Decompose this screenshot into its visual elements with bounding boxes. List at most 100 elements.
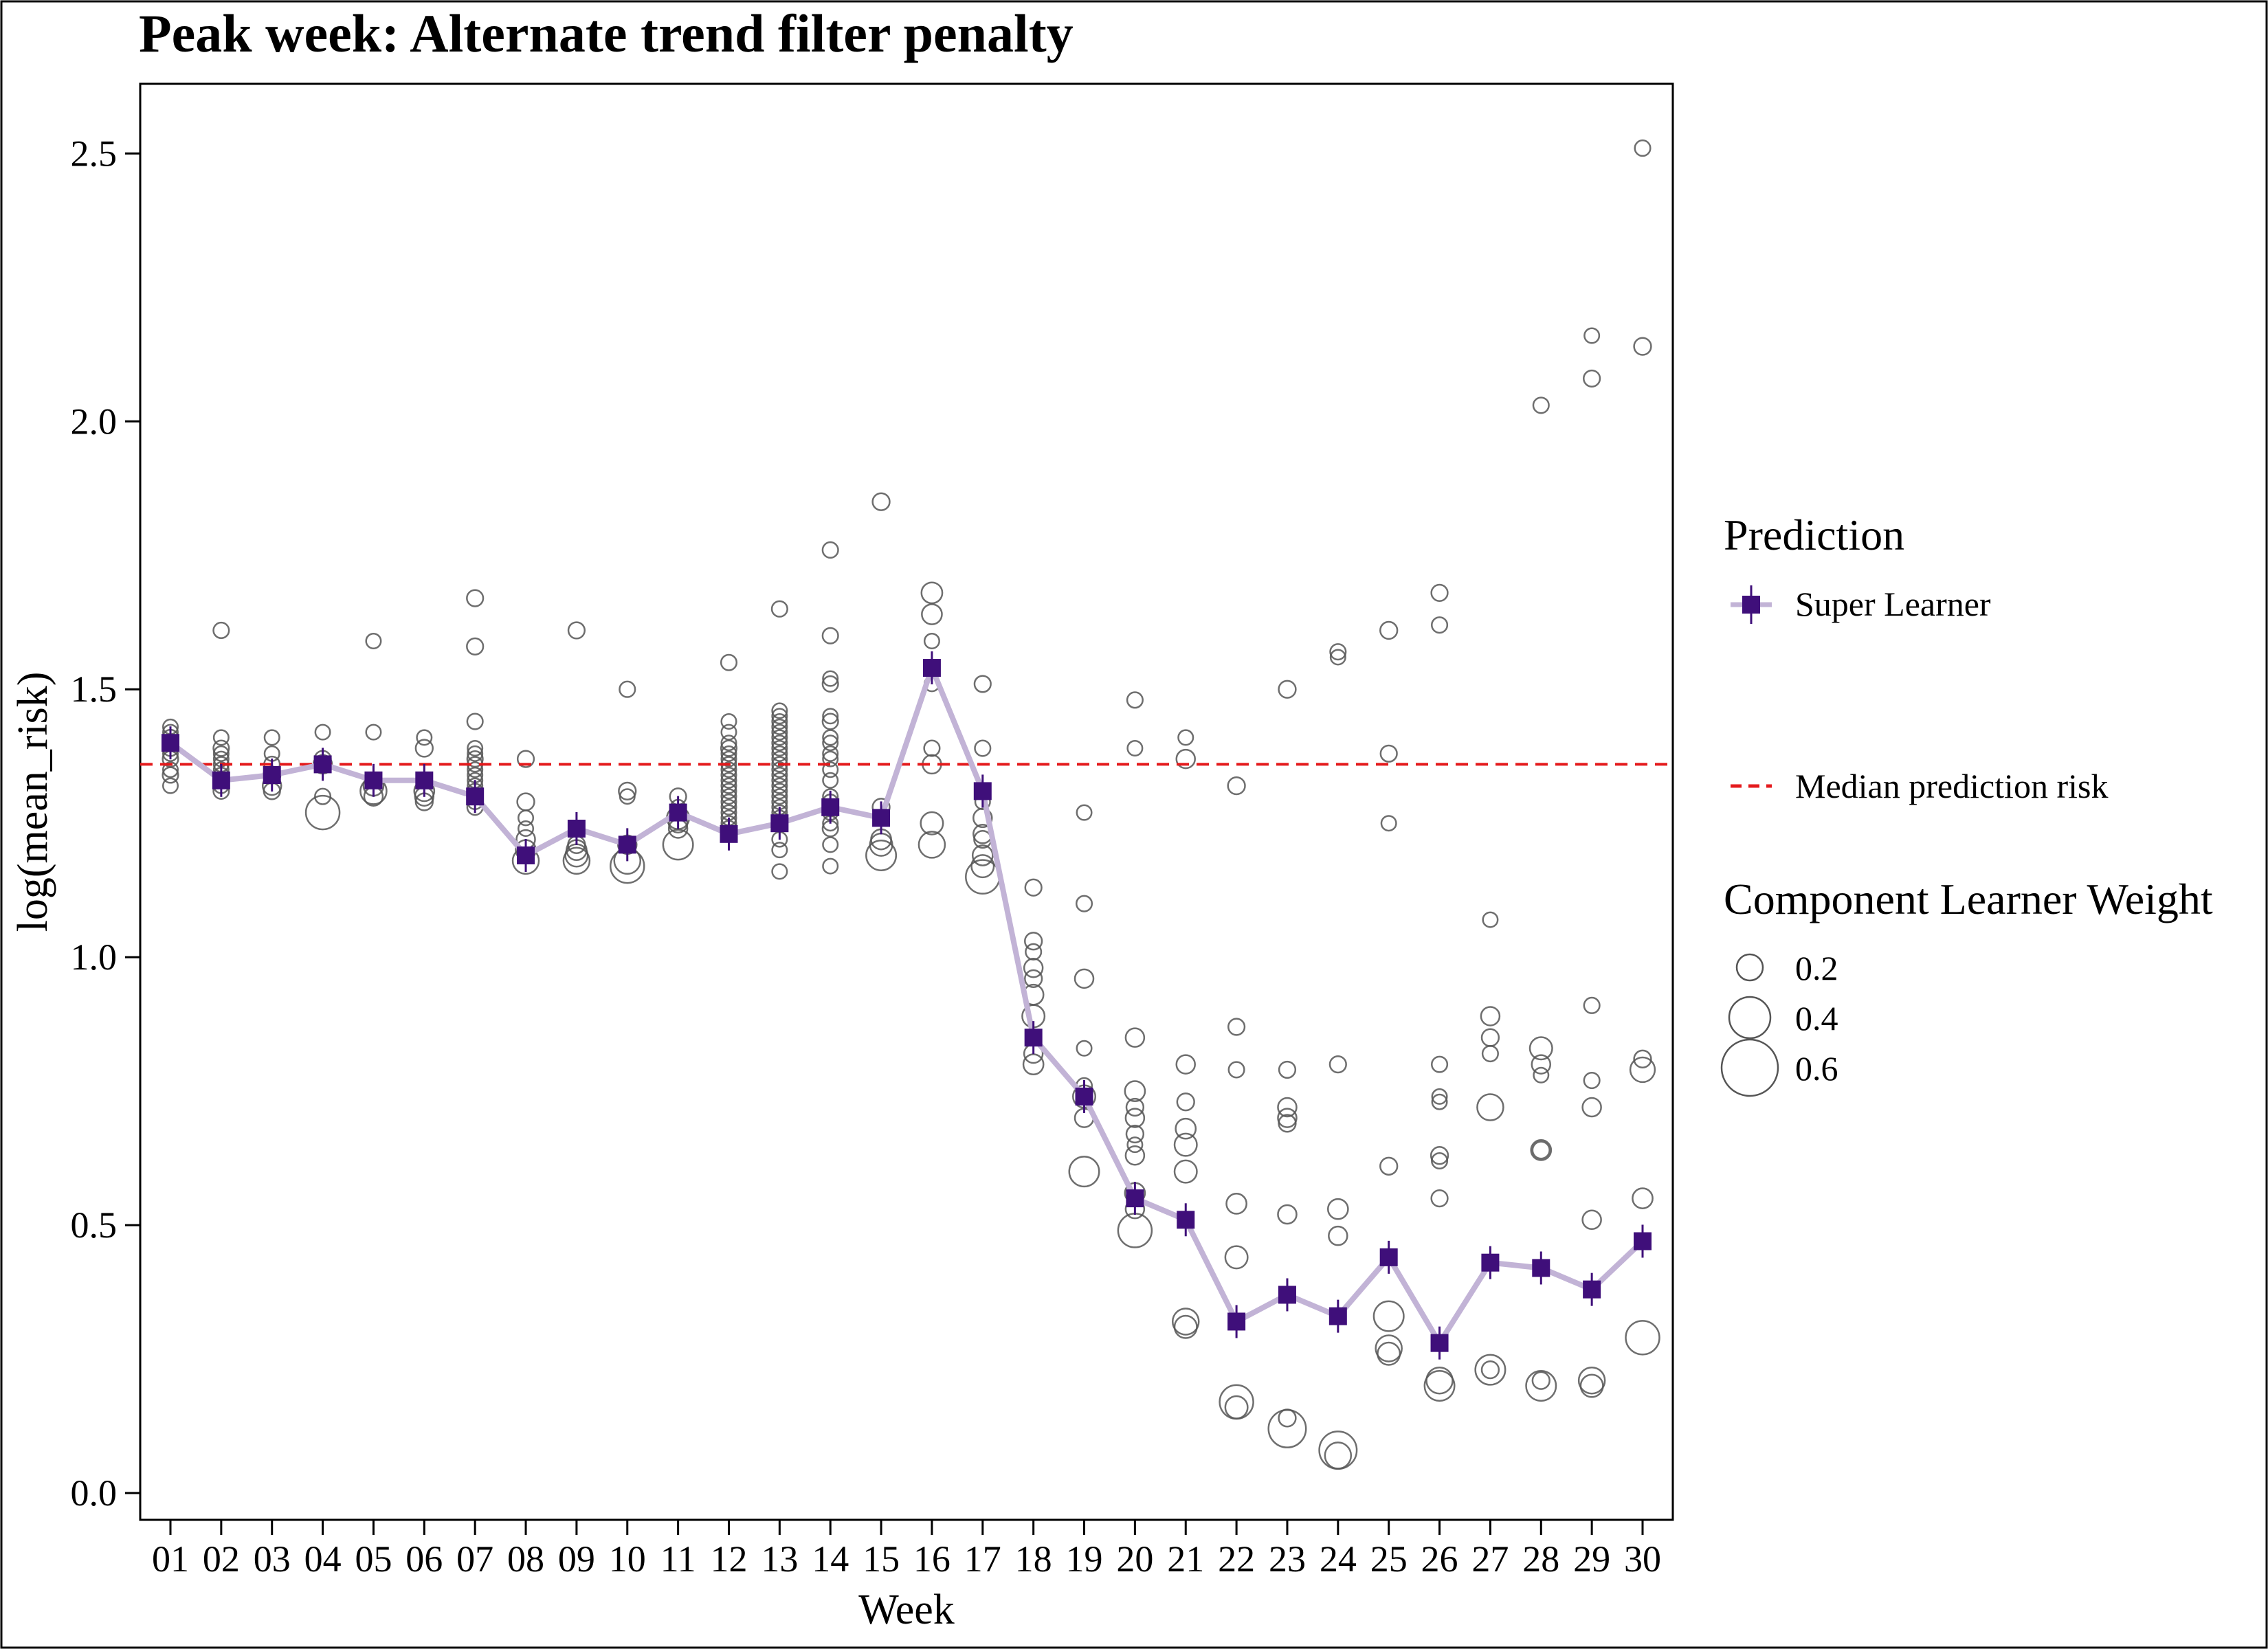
x-axis: 01 02 03 04 05 06 07 08 09 10 11 12 13 14 15 16 17 18 19 20…	[152, 1520, 1661, 1580]
x-tick-label: 16	[913, 1538, 950, 1580]
super-learner-point	[720, 824, 738, 843]
component-learner-point	[1023, 958, 1044, 978]
x-tick-label: 06	[405, 1538, 443, 1580]
x-tick-label: 23	[1269, 1538, 1306, 1580]
component-learner-point	[865, 839, 898, 871]
super-learner-point	[1328, 1307, 1347, 1325]
component-learner-point	[1328, 1225, 1348, 1246]
component-learner-point	[516, 750, 535, 768]
component-learner-point	[466, 713, 484, 730]
component-learner-point	[467, 740, 484, 757]
component-learner-point	[822, 670, 839, 687]
component-learner-point	[1380, 815, 1397, 832]
x-tick-label: 03	[254, 1538, 291, 1580]
component-learner-point	[1379, 744, 1398, 763]
y-tick-label: 0.5	[71, 1204, 118, 1246]
component-learner-point	[1375, 1334, 1403, 1362]
component-learner-point	[720, 734, 737, 752]
x-tick-label: 26	[1421, 1538, 1458, 1580]
component-learner-point	[720, 788, 737, 805]
component-learner-point	[1329, 643, 1347, 661]
component-learner-point	[720, 739, 738, 757]
legend-super-learner-label: Super Learner	[1795, 585, 1991, 623]
component-learner-point	[822, 708, 839, 725]
super-learner-point	[1430, 1334, 1449, 1352]
component-learner-point	[720, 798, 737, 816]
component-learner-point	[1277, 1108, 1298, 1128]
x-tick-label: 01	[152, 1538, 189, 1580]
component-learner-point	[1379, 620, 1399, 640]
super-learner-point	[212, 771, 230, 789]
component-learner-point	[1532, 396, 1550, 414]
component-learner-point	[1480, 1006, 1501, 1027]
component-learner-point	[974, 739, 992, 757]
component-learner-point	[920, 581, 944, 605]
component-learner-point	[466, 637, 485, 655]
x-tick-label: 28	[1522, 1538, 1559, 1580]
x-tick-label: 02	[203, 1538, 240, 1580]
x-tick-label: 12	[710, 1538, 747, 1580]
x-tick-label: 30	[1624, 1538, 1661, 1580]
component-learner-point	[1024, 878, 1043, 897]
component-learner-point	[1124, 1145, 1146, 1166]
component-learner-point	[619, 680, 636, 698]
component-learner-point	[1329, 649, 1346, 666]
x-tick-label: 13	[761, 1538, 798, 1580]
component-learner-point	[921, 603, 943, 625]
x-tick-label: 09	[558, 1538, 595, 1580]
component-learner-point	[1124, 1080, 1146, 1102]
super-learner-series	[162, 651, 1652, 1360]
component-learner-point	[1225, 1193, 1247, 1215]
component-learner-point	[1124, 1027, 1146, 1048]
component-learner-point	[1177, 729, 1194, 746]
component-learner-point	[314, 787, 332, 805]
component-learner-point	[162, 766, 179, 784]
y-axis: 0.0 0.5 1.0 1.5 2.0 2.5	[71, 133, 140, 1514]
component-learner-point	[1173, 1159, 1198, 1184]
y-tick-label: 0.0	[71, 1472, 118, 1514]
component-learner-point	[1024, 932, 1043, 951]
component-learner-point	[1525, 1370, 1557, 1402]
component-learner-point	[972, 807, 993, 829]
chart-title: Peak week: Alternate trend filter penalt…	[139, 3, 1074, 63]
component-learner-point	[467, 745, 484, 762]
component-learner-point	[1068, 1156, 1100, 1188]
super-learner-point	[567, 819, 586, 838]
component-learner-point	[771, 713, 788, 730]
y-tick-label: 1.0	[71, 936, 118, 978]
legend-weight-circle	[1735, 953, 1764, 982]
super-learner-point	[1481, 1253, 1500, 1272]
component-learner-point	[1633, 337, 1652, 356]
component-learner-point	[162, 777, 179, 794]
component-learner-point	[1430, 1146, 1449, 1165]
legend-prediction-title: Prediction	[1724, 511, 1904, 559]
component-learner-point	[720, 772, 737, 789]
component-learner-point	[771, 750, 788, 767]
component-learner-point	[467, 761, 484, 778]
component-learner-point	[720, 777, 737, 794]
y-tick-label: 2.5	[71, 133, 118, 174]
component-learner-point	[1326, 1198, 1349, 1220]
super-learner-point	[1075, 1087, 1093, 1106]
component-learner-point	[1480, 1360, 1500, 1380]
component-learner-point	[821, 675, 839, 693]
x-tick-label: 17	[964, 1538, 1001, 1580]
component-learner-point	[1076, 1040, 1093, 1057]
component-learner-point	[771, 788, 788, 805]
component-learner-point	[771, 702, 788, 719]
component-learner-point	[771, 708, 788, 725]
component-learner-point	[822, 745, 839, 762]
component-learner-point	[1173, 1132, 1198, 1157]
super-learner-point	[466, 787, 485, 806]
component-learner-point	[822, 750, 839, 767]
component-learner-point	[920, 811, 944, 835]
component-learner-point	[821, 713, 839, 730]
component-learner-point	[1431, 1055, 1449, 1073]
component-learner-point	[923, 739, 941, 757]
component-learner-point	[1583, 327, 1601, 344]
legend: Prediction Super Learner Median predicti…	[1720, 511, 2213, 1097]
component-learner-point	[1530, 1139, 1553, 1161]
component-learner-point	[1025, 943, 1043, 961]
component-learner-point	[1431, 1152, 1449, 1170]
